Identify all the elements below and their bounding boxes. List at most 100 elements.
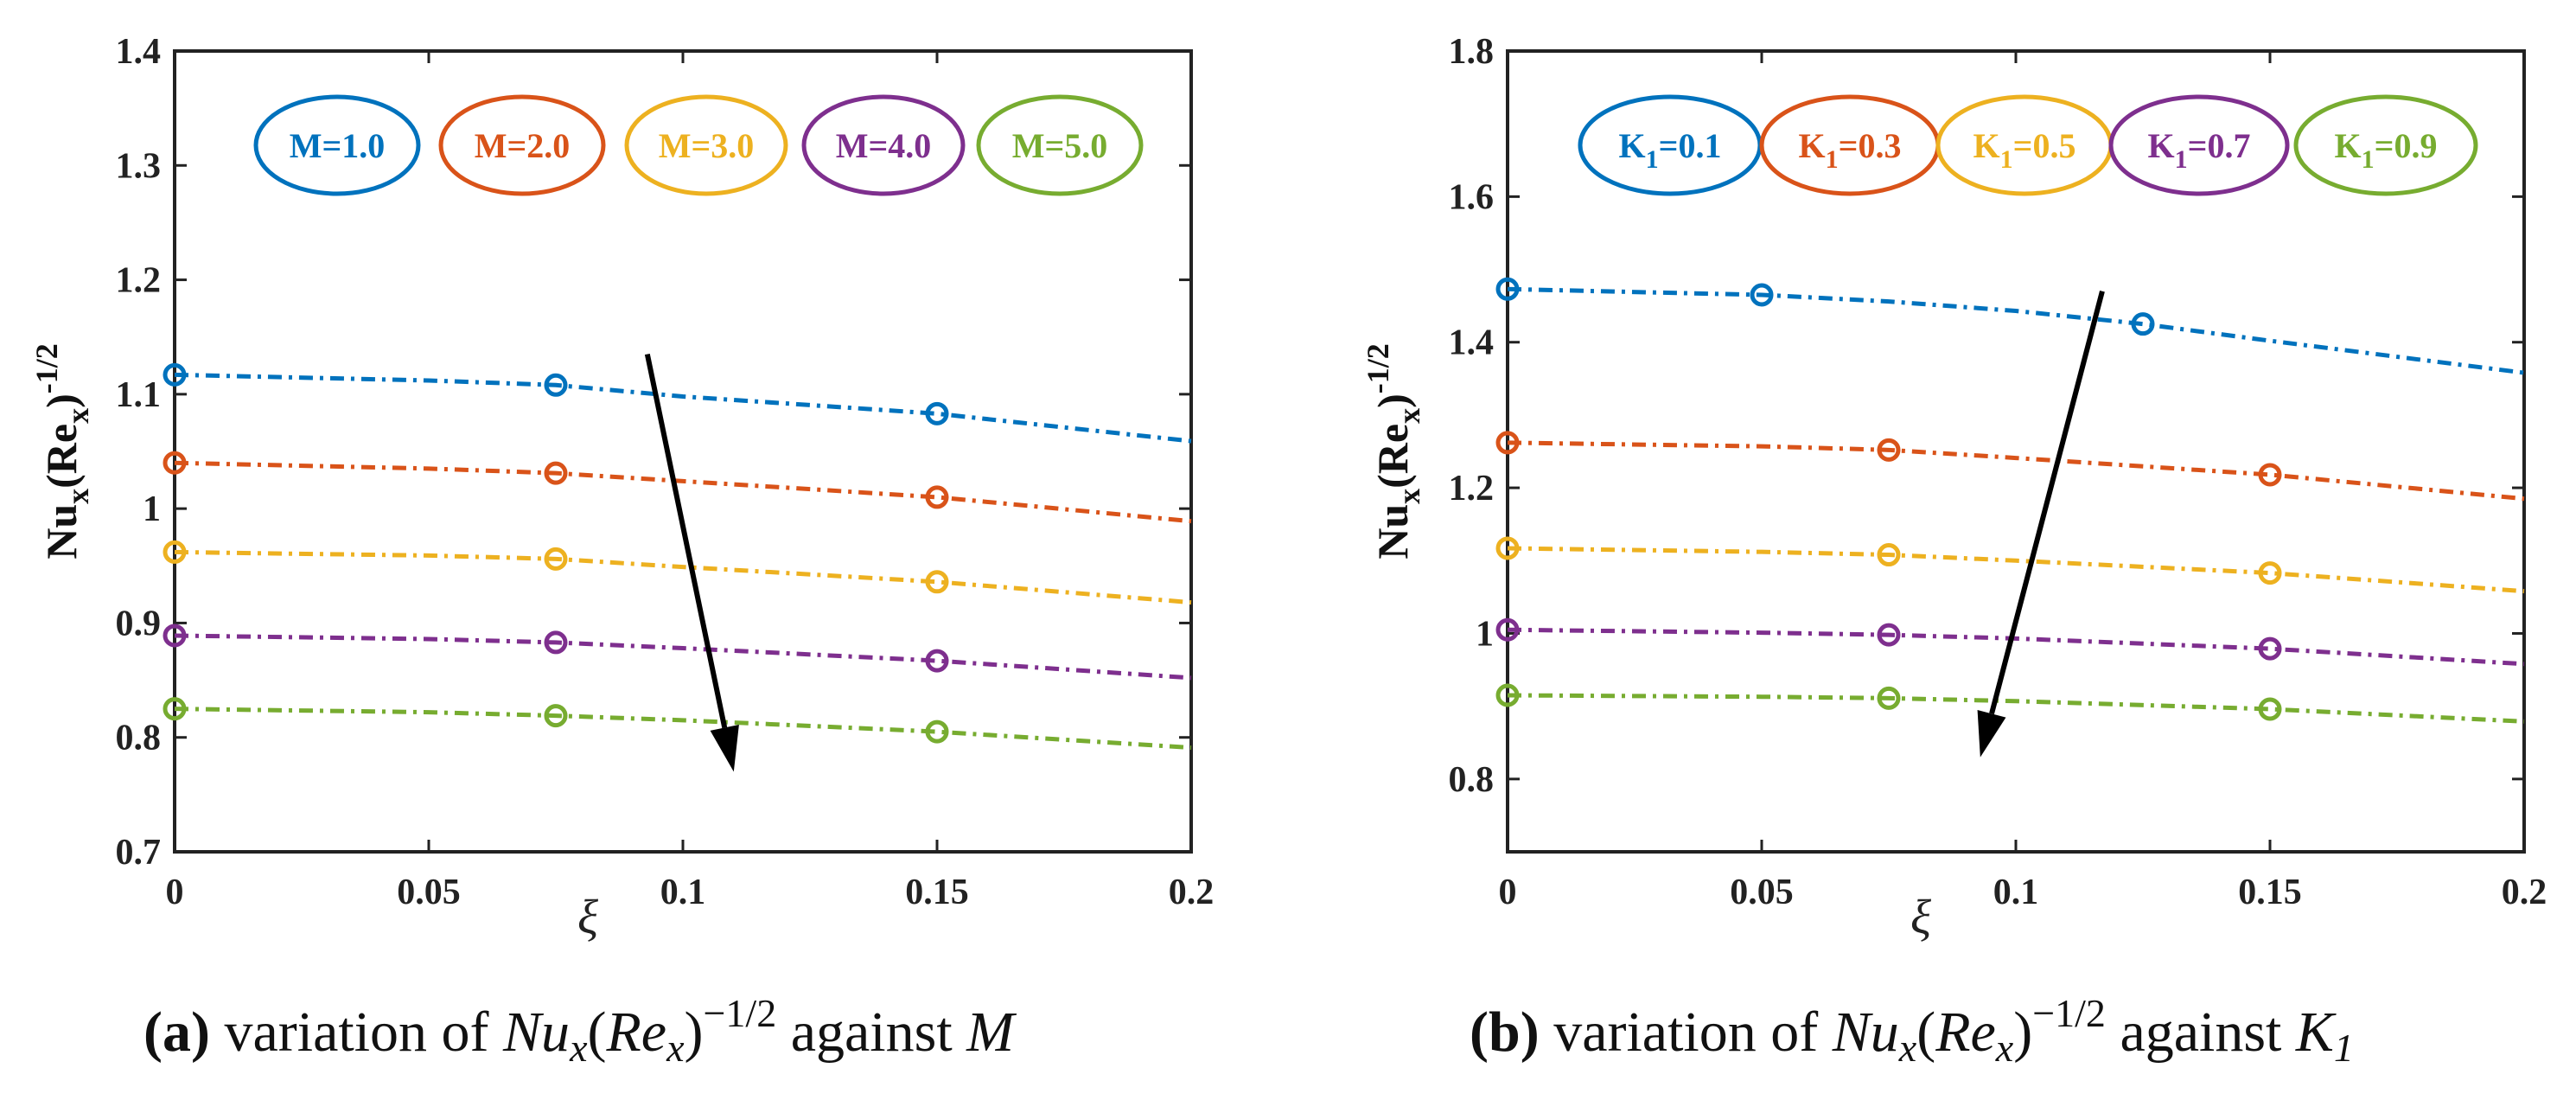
x-tick-label: 0.15 [905,873,969,912]
legend-label-sub: 1 [2175,145,2188,174]
data-point [925,401,949,425]
data-point [544,461,568,485]
x-tick-label: 0.1 [660,873,706,912]
legend-label-rest: =0.7 [2188,126,2251,165]
legend-label-1: K1=0.1 [1619,126,1722,174]
legend-label-main: M=3.0 [659,126,755,165]
legend-ellipse-3 [624,94,788,196]
caption-a: (a) variation of Nux(Rex)−1/2 against M [143,991,1017,1070]
legend-label-rest: =0.3 [1839,126,1902,165]
x-tick-label: 0 [1499,873,1517,912]
legend-ellipse-5 [976,94,1144,196]
data-point [163,697,187,721]
x-axis-label: ξ [1910,891,1931,944]
series-line-5 [174,707,1192,751]
y-tick-label: 1 [1476,614,1494,654]
data-point [925,719,949,744]
y-label-main: Nu [1368,504,1417,560]
legend-label-main: K [1619,126,1646,165]
y-tick-label: 1.3 [116,146,162,186]
data-point [2258,697,2282,721]
y-label-sub2: x [61,408,95,424]
data-point [1495,277,1520,301]
legend-label-main: M=4.0 [836,126,932,165]
y-tick-label: 0.7 [116,833,162,873]
y-tick-label: 1.8 [1449,32,1495,72]
x-tick-label: 0.2 [2502,873,2547,912]
data-point [1495,431,1520,455]
legend-label-sub: 1 [1826,145,1839,174]
x-axis-label: ξ [577,891,598,944]
caption-b: (b) variation of Nux(Rex)−1/2 against K1 [1470,991,2354,1070]
trend-arrow-shaft [644,353,728,729]
data-point [544,373,568,397]
y-axis-label: Nux(Rex)-1/2 [29,343,95,560]
legend-label-sub: 1 [2000,145,2013,174]
data-point [2258,463,2282,487]
series-line-4 [174,633,1192,681]
y-tick-label: 1.2 [116,261,162,301]
trend-arrow-head [1977,709,2006,758]
x-tick-label: 0.1 [1993,873,2039,912]
y-tick-label: 1.4 [116,32,162,72]
x-tick-label: 0.05 [397,873,461,912]
y-tick-label: 0.8 [116,719,162,758]
y-axis-label: Nux(Rex)-1/2 [1361,343,1426,560]
data-point [2131,312,2155,336]
data-point [163,362,187,387]
legend-ellipse-2 [438,94,606,196]
x-tick-label: 0.2 [1169,873,1215,912]
panel-b: 0 0.05 0.1 0.15 0.20.811.21.41.61.8ξNux(Rex)… [1361,32,2547,944]
legend-label-main: K [1973,126,2000,165]
legend-label-rest: =0.1 [1659,126,1722,165]
y-label-paren: (Re [37,424,86,489]
series-line-1 [174,372,1192,444]
legend-label-1: M=1.0 [290,126,386,165]
data-point [925,649,949,673]
legend-label-5: K1=0.9 [2335,126,2438,174]
series-line-4 [1507,627,2525,667]
trend-arrow-shaft [1989,291,2105,715]
legend-label-main: K [2335,126,2362,165]
data-point [1750,283,1774,307]
legend-label-main: K [1799,126,1826,165]
y-label-sub1: x [1392,489,1426,504]
legend-label-2: M=2.0 [475,126,571,165]
data-point [1877,438,1901,462]
series-line-5 [1507,693,2525,724]
y-label-close: ) [37,393,86,408]
series-line-1 [1507,286,2525,375]
series-line-3 [1507,546,2525,594]
legend-label-main: M=1.0 [290,126,386,165]
legend-label-rest: =0.5 [2013,126,2076,165]
data-point [163,624,187,648]
y-label-paren: (Re [1368,424,1417,489]
legend-label-3: M=3.0 [659,126,755,165]
y-label-sub2: x [1392,408,1426,424]
y-tick-label: 0.8 [1449,760,1495,800]
trend-arrow-head [710,725,739,772]
legend-label-sub: 1 [1646,145,1659,174]
data-point [544,630,568,655]
data-point [544,704,568,728]
legend-label-4: K1=0.7 [2148,126,2251,174]
data-point [163,540,187,564]
data-point [2258,636,2282,661]
y-tick-label: 1.4 [1449,323,1495,363]
plot-frame [173,49,1193,854]
y-tick-label: 1.1 [116,375,162,415]
y-label-main: Nu [37,504,86,560]
y-label-sub1: x [61,489,95,504]
legend-label-2: K1=0.3 [1799,126,1902,174]
series-line-2 [1507,440,2525,502]
y-label-close: ) [1368,393,1417,408]
legend-ellipse-4 [2108,94,2290,196]
legend-label-5: M=5.0 [1012,126,1108,165]
legend-label-main: M=5.0 [1012,126,1108,165]
legend-label-4: M=4.0 [836,126,932,165]
legend-label-main: M=2.0 [475,126,571,165]
panel-a: 0 0.05 0.1 0.15 0.2 0.7 0.8 0.9 1 1.1 1.2 1.3 1.4 ξ Nu… [29,32,1214,944]
data-point [925,570,949,594]
y-label-sup: -1/2 [1361,343,1395,393]
y-tick-label: 1.6 [1449,177,1495,217]
